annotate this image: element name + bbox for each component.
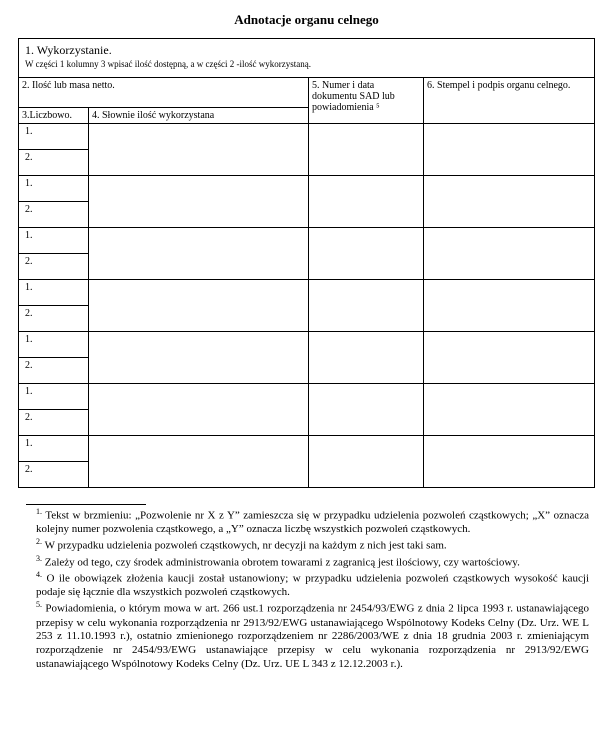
section-1-heading: 1. Wykorzystanie. [25, 43, 588, 58]
row-label-2: 2. [22, 360, 85, 372]
table-row: 1. [19, 228, 595, 254]
cell-col5 [309, 436, 424, 488]
header-col3: 3.Liczbowo. [19, 108, 89, 124]
header-col5: 5. Numer i data dokumentu SAD lub powiad… [309, 78, 424, 124]
usage-table: 2. Ilość lub masa netto. 5. Numer i data… [18, 77, 595, 488]
footnote-5: 5. Powiadomienia, o którym mowa w art. 2… [36, 600, 589, 671]
row-label-1: 1. [22, 178, 85, 190]
cell-col5 [309, 332, 424, 384]
header-col6: 6. Stempel i podpis organu celnego. [424, 78, 595, 124]
table-row: 1. [19, 124, 595, 150]
page-title: Adnotacje organu celnego [18, 12, 595, 28]
cell-col6 [424, 332, 595, 384]
table-row: 1. [19, 176, 595, 202]
cell-col5 [309, 280, 424, 332]
footnote-3: 3. Zależy od tego, czy środek administro… [36, 554, 589, 570]
row-label-1: 1. [22, 386, 85, 398]
cell-col6 [424, 124, 595, 176]
cell-col6 [424, 384, 595, 436]
row-label-1: 1. [22, 230, 85, 242]
cell-col6 [424, 228, 595, 280]
section-1-subtext: W części 1 kolumny 3 wpisać ilość dostęp… [25, 59, 588, 69]
row-label-1: 1. [22, 438, 85, 450]
row-label-2: 2. [22, 308, 85, 320]
cell-col6 [424, 436, 595, 488]
cell-col4 [89, 124, 309, 176]
cell-col4 [89, 384, 309, 436]
row-label-2: 2. [22, 464, 85, 476]
row-label-2: 2. [22, 152, 85, 164]
cell-col6 [424, 176, 595, 228]
cell-col4 [89, 280, 309, 332]
section-1-usage: 1. Wykorzystanie. W części 1 kolumny 3 w… [18, 38, 595, 78]
row-label-2: 2. [22, 204, 85, 216]
footnote-4: 4. O ile obowiązek złożenia kaucji zosta… [36, 570, 589, 600]
table-row: 1. [19, 436, 595, 462]
header-col4: 4. Słownie ilość wykorzystana [89, 108, 309, 124]
row-label-1: 1. [22, 282, 85, 294]
footnote-1: 1. Tekst w brzmieniu: „Pozwolenie nr X z… [36, 507, 589, 537]
cell-col4 [89, 332, 309, 384]
cell-col4 [89, 176, 309, 228]
cell-col5 [309, 124, 424, 176]
row-label-2: 2. [22, 412, 85, 424]
cell-col6 [424, 280, 595, 332]
row-label-1: 1. [22, 126, 85, 138]
footnotes: 1. Tekst w brzmieniu: „Pozwolenie nr X z… [18, 504, 595, 672]
cell-col5 [309, 384, 424, 436]
header-col2: 2. Ilość lub masa netto. [19, 78, 309, 108]
row-label-2: 2. [22, 256, 85, 268]
table-header-row-1: 2. Ilość lub masa netto. 5. Numer i data… [19, 78, 595, 108]
table-row: 1. [19, 332, 595, 358]
cell-col5 [309, 228, 424, 280]
row-label-1: 1. [22, 334, 85, 346]
table-row: 1. [19, 384, 595, 410]
cell-col5 [309, 176, 424, 228]
cell-col4 [89, 228, 309, 280]
table-row: 1. [19, 280, 595, 306]
cell-col4 [89, 436, 309, 488]
footnote-2: 2. W przypadku udzielenia pozwoleń cząst… [36, 537, 589, 553]
